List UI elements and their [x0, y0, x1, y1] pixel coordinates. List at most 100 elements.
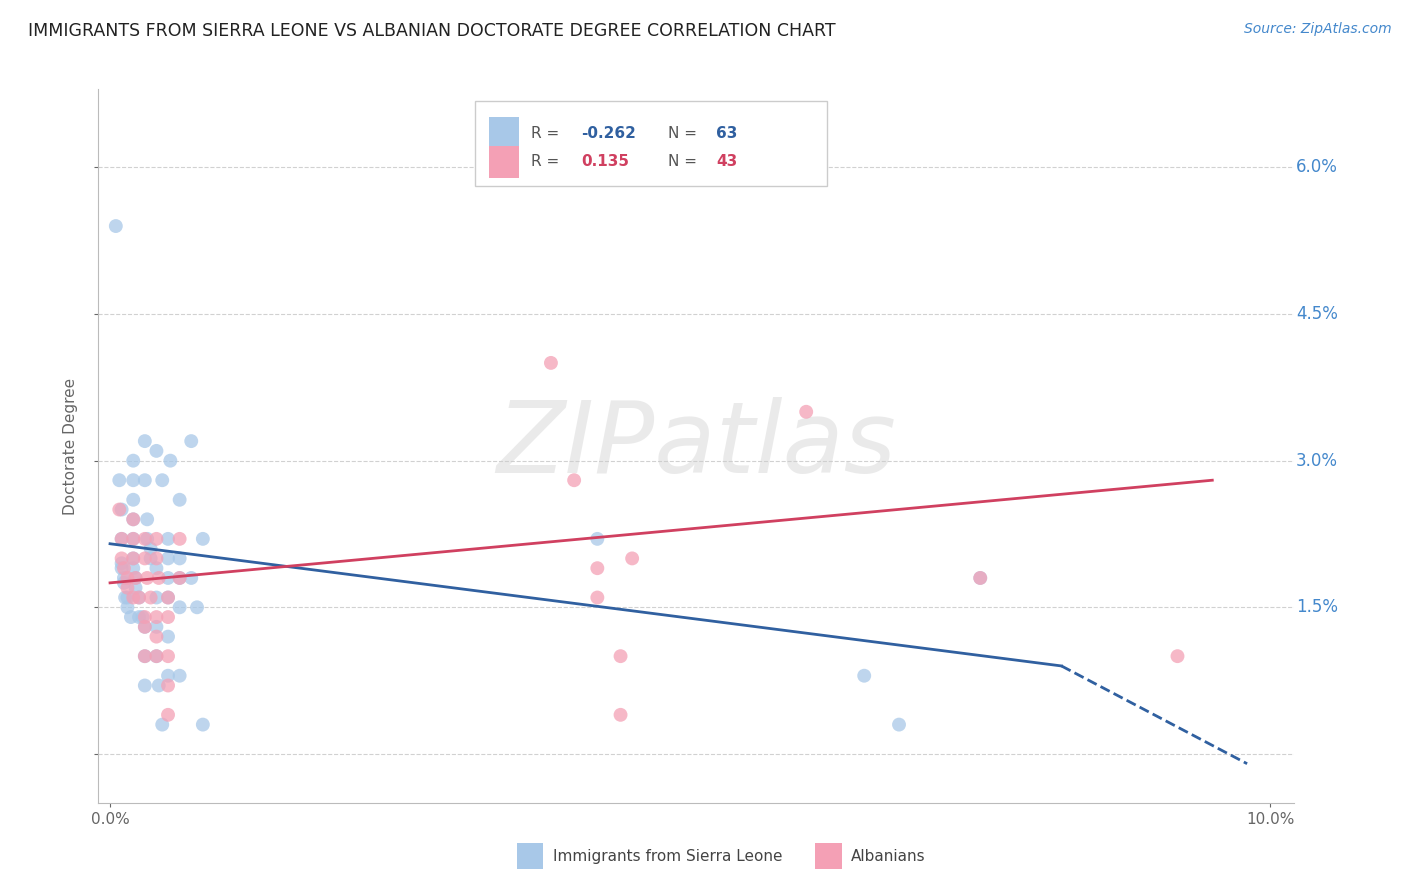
Point: [1166, 649, 1188, 664]
FancyBboxPatch shape: [517, 844, 543, 869]
Point: [621, 551, 644, 566]
Point: [114, 591, 136, 605]
Point: [609, 649, 631, 664]
Point: [120, 610, 142, 624]
Point: [969, 571, 991, 585]
FancyBboxPatch shape: [489, 117, 519, 149]
Point: [169, 532, 191, 546]
Point: [145, 649, 167, 664]
Point: [159, 453, 181, 467]
Point: [169, 600, 191, 615]
Point: [112, 575, 135, 590]
Point: [853, 669, 876, 683]
Point: [148, 571, 170, 585]
Point: [157, 707, 180, 722]
Point: [111, 561, 134, 575]
Text: R =: R =: [531, 154, 560, 169]
Point: [169, 571, 191, 585]
Point: [111, 557, 134, 571]
Text: 0.135: 0.135: [581, 154, 630, 169]
Point: [122, 512, 145, 526]
Point: [117, 600, 139, 615]
Y-axis label: Doctorate Degree: Doctorate Degree: [63, 377, 79, 515]
Point: [191, 717, 214, 731]
Point: [134, 620, 156, 634]
Point: [157, 591, 180, 605]
Point: [112, 571, 135, 585]
Text: N =: N =: [668, 126, 697, 141]
Text: ZIPatlas: ZIPatlas: [496, 398, 896, 494]
Point: [145, 630, 167, 644]
Point: [586, 532, 609, 546]
Point: [562, 141, 585, 155]
Point: [124, 581, 146, 595]
Point: [145, 561, 167, 575]
Text: Albanians: Albanians: [851, 849, 927, 863]
Point: [145, 610, 167, 624]
Point: [124, 571, 146, 585]
Point: [134, 620, 156, 634]
Point: [122, 453, 145, 467]
Text: IMMIGRANTS FROM SIERRA LEONE VS ALBANIAN DOCTORATE DEGREE CORRELATION CHART: IMMIGRANTS FROM SIERRA LEONE VS ALBANIAN…: [28, 22, 835, 40]
Point: [108, 473, 131, 487]
Text: 3.0%: 3.0%: [1296, 451, 1339, 470]
Point: [134, 610, 156, 624]
Point: [134, 551, 156, 566]
Point: [157, 649, 180, 664]
Point: [134, 649, 156, 664]
Point: [794, 405, 817, 419]
Point: [104, 219, 127, 233]
Point: [122, 591, 145, 605]
Point: [136, 571, 159, 585]
Point: [111, 551, 134, 566]
Point: [157, 669, 180, 683]
FancyBboxPatch shape: [815, 844, 842, 869]
Point: [145, 551, 167, 566]
Text: 4.5%: 4.5%: [1296, 305, 1337, 323]
Point: [191, 532, 214, 546]
Point: [157, 551, 180, 566]
Point: [562, 473, 585, 487]
Point: [136, 512, 159, 526]
Point: [145, 620, 167, 634]
Point: [150, 473, 173, 487]
Point: [157, 610, 180, 624]
Point: [111, 502, 134, 516]
Text: -0.262: -0.262: [581, 126, 636, 141]
Point: [150, 717, 173, 731]
Text: 1.5%: 1.5%: [1296, 599, 1339, 616]
Point: [145, 591, 167, 605]
Point: [186, 600, 208, 615]
Point: [586, 591, 609, 605]
Point: [540, 356, 562, 370]
Point: [157, 678, 180, 692]
Point: [887, 717, 910, 731]
Point: [540, 141, 562, 155]
Point: [134, 532, 156, 546]
Point: [157, 591, 180, 605]
Point: [157, 532, 180, 546]
Point: [122, 492, 145, 507]
Point: [148, 678, 170, 692]
Point: [180, 571, 202, 585]
Point: [145, 443, 167, 458]
Point: [124, 571, 146, 585]
Point: [134, 649, 156, 664]
Point: [134, 473, 156, 487]
Text: R =: R =: [531, 126, 560, 141]
Point: [122, 551, 145, 566]
Point: [117, 571, 139, 585]
Point: [157, 630, 180, 644]
Point: [122, 551, 145, 566]
Text: 63: 63: [716, 126, 738, 141]
Text: 6.0%: 6.0%: [1296, 159, 1337, 177]
Point: [131, 610, 153, 624]
Point: [180, 434, 202, 449]
Point: [145, 532, 167, 546]
FancyBboxPatch shape: [475, 102, 827, 186]
Point: [169, 492, 191, 507]
Point: [117, 581, 139, 595]
Point: [586, 561, 609, 575]
FancyBboxPatch shape: [489, 146, 519, 178]
Point: [134, 434, 156, 449]
